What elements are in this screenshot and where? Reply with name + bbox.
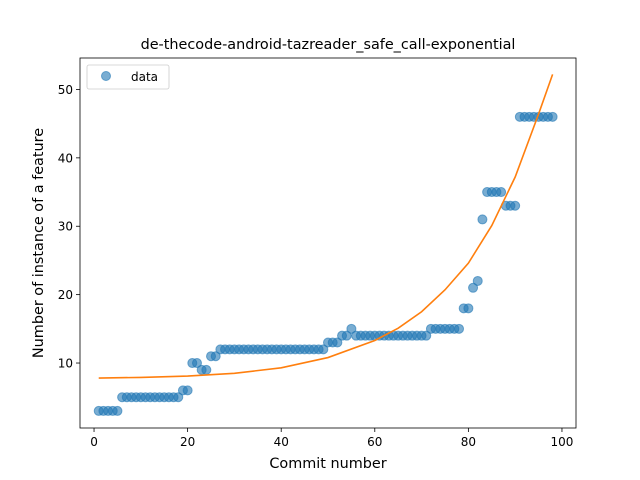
data-point xyxy=(191,358,202,369)
legend-marker xyxy=(101,71,111,81)
data-point xyxy=(472,275,483,286)
data-point xyxy=(201,364,212,375)
y-tick-label: 10 xyxy=(58,357,73,371)
exponential-fit-line xyxy=(98,74,554,379)
x-tick-label: 100 xyxy=(551,435,574,449)
x-axis-label: Commit number xyxy=(269,456,386,472)
y-tick-label: 40 xyxy=(58,151,73,165)
data-point xyxy=(112,405,123,416)
y-axis: 10 20 30 40 50 xyxy=(58,83,80,371)
y-tick-label: 50 xyxy=(58,83,73,97)
y-tick-label: 20 xyxy=(58,288,73,302)
legend-box xyxy=(86,64,170,90)
data-point xyxy=(496,187,507,198)
axes-frame xyxy=(79,57,577,429)
legend-label-data: data xyxy=(131,70,158,84)
y-tick-label: 30 xyxy=(58,220,73,234)
y-axis-label: Number of instance of a feature xyxy=(31,128,47,358)
data-point xyxy=(346,323,357,334)
data-point xyxy=(468,282,479,293)
legend: data xyxy=(86,64,170,90)
data-point xyxy=(182,385,193,396)
data-point xyxy=(173,392,184,403)
data-point xyxy=(463,303,474,314)
data-point xyxy=(318,344,329,355)
plot-area xyxy=(93,74,558,416)
data-point xyxy=(210,351,221,362)
data-point xyxy=(332,337,343,348)
x-tick-label: 60 xyxy=(367,435,382,449)
x-tick-label: 0 xyxy=(90,435,98,449)
data-point xyxy=(510,200,521,211)
data-point xyxy=(454,323,465,334)
x-axis: 0 20 40 60 80 100 xyxy=(90,428,573,449)
x-tick-label: 20 xyxy=(180,435,195,449)
data-point xyxy=(421,330,432,341)
chart-title: de-thecode-android-tazreader_safe_call-e… xyxy=(141,37,516,53)
x-tick-label: 40 xyxy=(274,435,289,449)
data-point xyxy=(477,214,488,225)
x-tick-label: 80 xyxy=(461,435,476,449)
data-point xyxy=(547,111,558,122)
